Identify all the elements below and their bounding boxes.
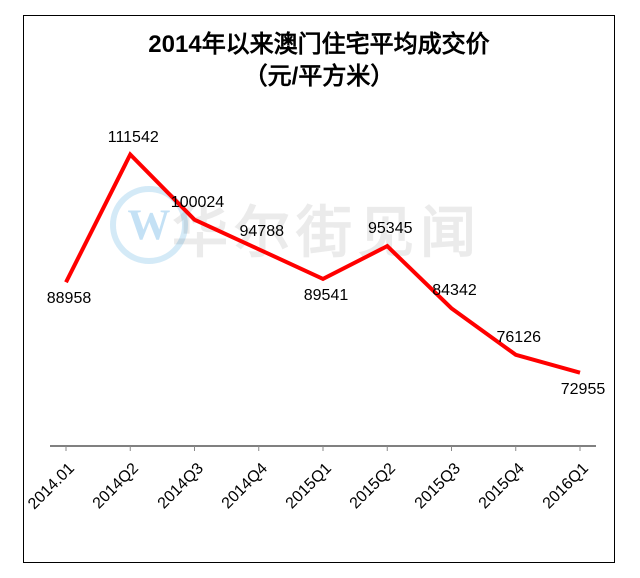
data-point-label: 100024 bbox=[163, 194, 233, 212]
data-point-label: 84342 bbox=[420, 282, 490, 300]
data-point-label: 88958 bbox=[34, 290, 104, 308]
data-point-label: 94788 bbox=[227, 223, 297, 241]
data-point-label: 72955 bbox=[548, 381, 618, 399]
data-point-label: 76126 bbox=[484, 329, 554, 347]
data-point-label: 89541 bbox=[291, 287, 361, 305]
data-point-label: 95345 bbox=[355, 220, 425, 238]
data-point-label: 111542 bbox=[98, 129, 168, 147]
